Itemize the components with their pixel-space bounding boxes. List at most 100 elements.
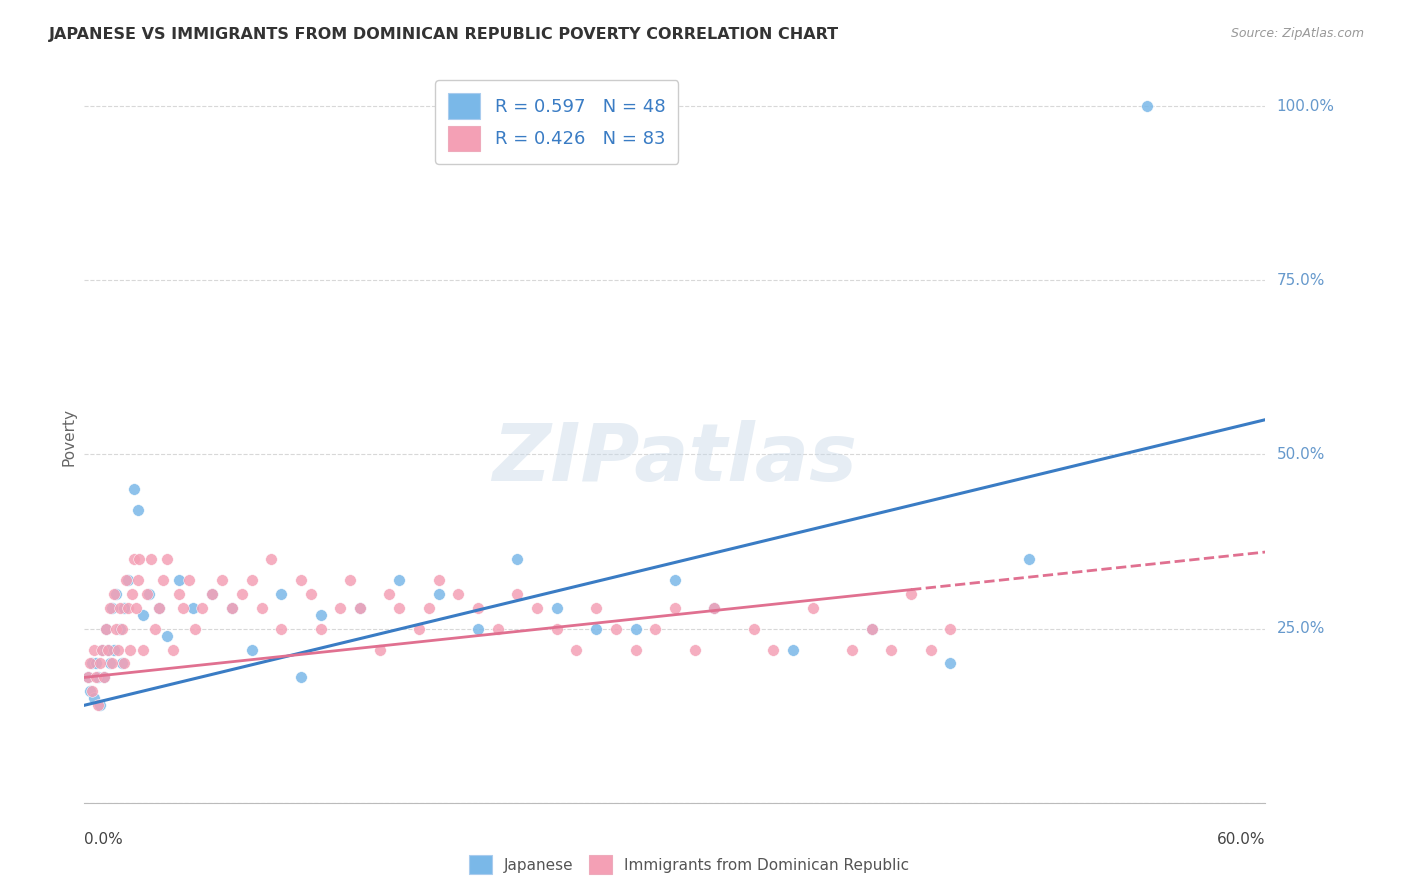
Text: Source: ZipAtlas.com: Source: ZipAtlas.com xyxy=(1230,27,1364,40)
Point xyxy=(172,600,194,615)
Point xyxy=(349,600,371,615)
Point xyxy=(148,600,170,615)
Point xyxy=(177,573,200,587)
Point xyxy=(148,600,170,615)
Point xyxy=(427,573,450,587)
Point xyxy=(89,698,111,713)
Point xyxy=(108,600,131,615)
Point xyxy=(181,600,204,615)
Point xyxy=(299,587,322,601)
Point xyxy=(122,483,145,497)
Point xyxy=(221,600,243,615)
Point xyxy=(565,642,588,657)
Point xyxy=(860,622,883,636)
Point xyxy=(84,657,107,671)
Point xyxy=(349,600,371,615)
Point xyxy=(143,622,166,636)
Point xyxy=(1136,99,1159,113)
Legend: Japanese, Immigrants from Dominican Republic: Japanese, Immigrants from Dominican Repu… xyxy=(463,849,915,880)
Point xyxy=(98,600,121,615)
Point xyxy=(506,587,529,601)
Point xyxy=(84,670,107,684)
Point xyxy=(91,642,114,657)
Text: 25.0%: 25.0% xyxy=(1277,621,1324,636)
Point xyxy=(240,573,263,587)
Point xyxy=(664,573,686,587)
Text: ZIPatlas: ZIPatlas xyxy=(492,420,858,498)
Point xyxy=(138,587,160,601)
Point xyxy=(79,684,101,698)
Point xyxy=(97,642,120,657)
Text: 100.0%: 100.0% xyxy=(1277,99,1334,113)
Point xyxy=(82,657,104,671)
Point xyxy=(141,552,163,566)
Point xyxy=(162,642,184,657)
Point xyxy=(83,691,105,706)
Point xyxy=(762,642,785,657)
Point xyxy=(624,642,647,657)
Point xyxy=(260,552,283,566)
Point xyxy=(585,622,607,636)
Point xyxy=(418,600,440,615)
Point xyxy=(880,642,903,657)
Point xyxy=(114,573,136,587)
Point xyxy=(624,622,647,636)
Point xyxy=(112,600,135,615)
Point xyxy=(703,600,725,615)
Point xyxy=(1018,552,1040,566)
Point xyxy=(121,587,143,601)
Text: JAPANESE VS IMMIGRANTS FROM DOMINICAN REPUBLIC POVERTY CORRELATION CHART: JAPANESE VS IMMIGRANTS FROM DOMINICAN RE… xyxy=(49,27,839,42)
Point xyxy=(111,657,134,671)
Point xyxy=(93,670,115,684)
Point xyxy=(408,622,430,636)
Point xyxy=(467,622,489,636)
Point xyxy=(191,600,214,615)
Point xyxy=(107,642,129,657)
Point xyxy=(526,600,548,615)
Point xyxy=(82,684,104,698)
Point xyxy=(122,552,145,566)
Point xyxy=(388,573,411,587)
Point xyxy=(79,657,101,671)
Point xyxy=(378,587,401,601)
Point xyxy=(427,587,450,601)
Point xyxy=(211,573,233,587)
Point xyxy=(132,642,155,657)
Point xyxy=(152,573,174,587)
Point xyxy=(111,622,134,636)
Point xyxy=(585,600,607,615)
Point xyxy=(368,642,391,657)
Point xyxy=(118,642,141,657)
Point xyxy=(104,587,127,601)
Point xyxy=(117,600,139,615)
Point xyxy=(683,642,706,657)
Point xyxy=(183,622,205,636)
Point xyxy=(93,670,115,684)
Point xyxy=(103,587,125,601)
Legend: R = 0.597   N = 48, R = 0.426   N = 83: R = 0.597 N = 48, R = 0.426 N = 83 xyxy=(436,80,678,164)
Point xyxy=(167,587,190,601)
Point xyxy=(801,600,824,615)
Point xyxy=(290,670,312,684)
Point xyxy=(841,642,863,657)
Point xyxy=(94,622,117,636)
Point xyxy=(900,587,922,601)
Point xyxy=(156,552,179,566)
Point xyxy=(156,629,179,643)
Y-axis label: Poverty: Poverty xyxy=(60,408,76,467)
Point xyxy=(201,587,224,601)
Point xyxy=(309,607,332,622)
Point xyxy=(201,587,224,601)
Point xyxy=(101,657,124,671)
Point xyxy=(388,600,411,615)
Point xyxy=(703,600,725,615)
Point xyxy=(221,600,243,615)
Point xyxy=(91,642,114,657)
Point xyxy=(309,622,332,636)
Point xyxy=(664,600,686,615)
Point xyxy=(860,622,883,636)
Point xyxy=(644,622,666,636)
Point xyxy=(103,642,125,657)
Point xyxy=(128,552,150,566)
Text: 0.0%: 0.0% xyxy=(84,832,124,847)
